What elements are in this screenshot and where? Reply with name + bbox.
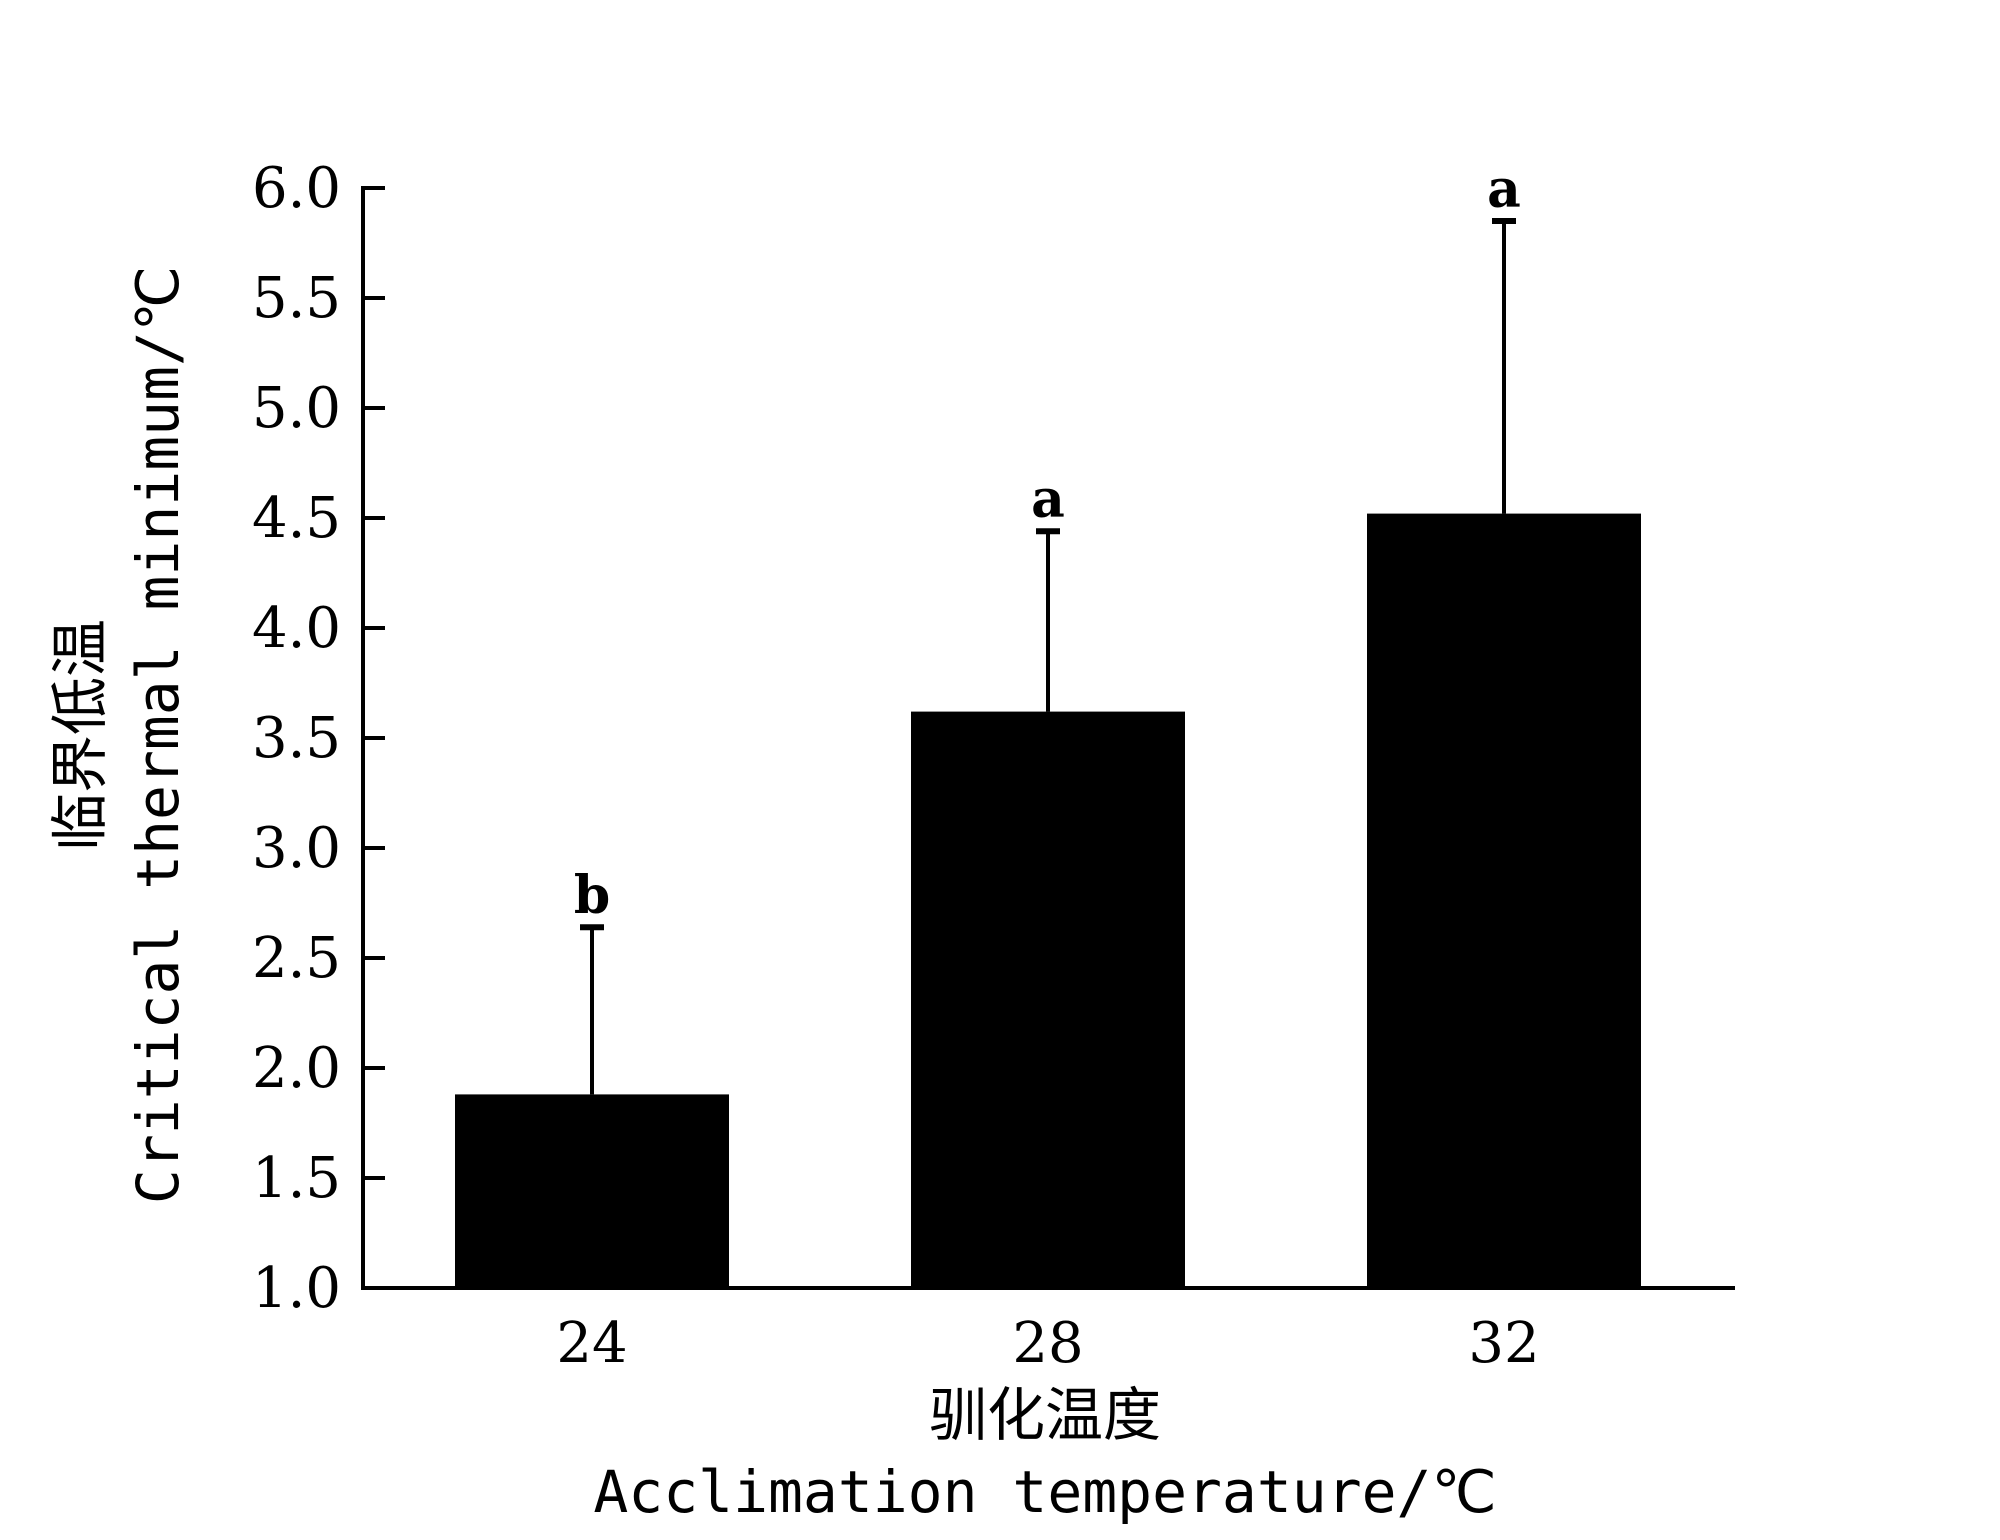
y-tick-label: 6.0 xyxy=(252,156,341,221)
y-tick-label: 4.5 xyxy=(252,486,341,551)
y-tick-label: 4.0 xyxy=(252,596,341,661)
significance-labels-group: b a a xyxy=(574,159,1521,926)
x-ticks-group: 24 28 32 xyxy=(556,1311,1539,1376)
y-tick-label: 2.5 xyxy=(252,926,341,991)
x-tick-label-28: 28 xyxy=(1012,1311,1083,1376)
bar-28 xyxy=(911,711,1185,1288)
y-tick-label: 1.0 xyxy=(252,1256,341,1321)
bar-32 xyxy=(1367,513,1641,1288)
x-tick-label-24: 24 xyxy=(556,1311,627,1376)
bars-group xyxy=(455,513,1641,1288)
bar-24 xyxy=(455,1094,729,1288)
x-axis-label-en: Acclimation temperature/℃ xyxy=(593,1458,1496,1526)
y-tick-label: 3.0 xyxy=(252,816,341,881)
y-axis-label-en: Critical thermal minimum/℃ xyxy=(124,266,192,1204)
y-tick-label: 1.5 xyxy=(252,1146,341,1211)
x-axis-label-cn: 驯化温度 xyxy=(929,1381,1161,1449)
y-tick-label: 5.5 xyxy=(252,266,341,331)
significance-label-24: b xyxy=(574,865,610,926)
y-tick-label: 3.5 xyxy=(252,706,341,771)
y-axis-label-cn: 临界低温 xyxy=(46,619,114,851)
x-tick-label-32: 32 xyxy=(1468,1311,1539,1376)
error-bars-group xyxy=(580,218,1516,1095)
y-ticks-group: 1.0 1.5 2.0 2.5 3.0 3.5 4.0 4.5 5.0 5.5 6.0 xyxy=(252,156,385,1321)
y-tick-label: 5.0 xyxy=(252,376,341,441)
significance-label-28: a xyxy=(1031,469,1065,530)
y-tick-label: 2.0 xyxy=(252,1036,341,1101)
significance-label-32: a xyxy=(1487,159,1521,220)
